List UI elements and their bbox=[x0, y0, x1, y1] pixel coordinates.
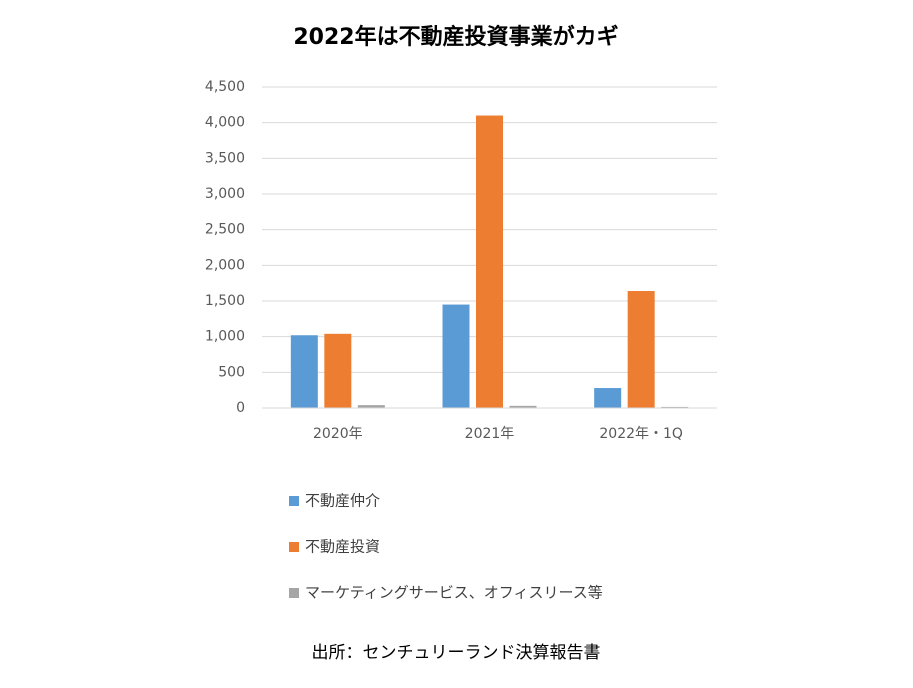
bar bbox=[627, 291, 655, 408]
legend-label: 不動産投資 bbox=[305, 538, 380, 556]
y-tick-label: 2,500 bbox=[205, 222, 245, 238]
y-tick-label: 3,000 bbox=[205, 186, 245, 202]
legend-label: 不動産仲介 bbox=[305, 492, 380, 510]
bar bbox=[290, 335, 318, 408]
bar bbox=[324, 333, 352, 408]
y-tick-label: 0 bbox=[236, 400, 245, 416]
bar bbox=[476, 115, 503, 409]
x-tick-label: 2021年 bbox=[465, 426, 515, 442]
y-tick-label: 3,500 bbox=[205, 150, 245, 166]
legend-swatch bbox=[289, 542, 299, 552]
bar bbox=[661, 406, 689, 408]
x-tick-label: 2020年 bbox=[313, 426, 363, 442]
bar bbox=[357, 405, 385, 408]
chart-title: 2022年は不動産投資事業がカギ bbox=[293, 24, 618, 50]
x-tick-label: 2022年・1Q bbox=[599, 426, 683, 442]
y-tick-label: 1,500 bbox=[205, 293, 245, 309]
y-tick-label: 1,000 bbox=[205, 329, 245, 345]
legend-swatch bbox=[289, 588, 299, 598]
bar bbox=[594, 388, 622, 408]
y-tick-label: 500 bbox=[218, 364, 245, 380]
y-tick-label: 2,000 bbox=[205, 257, 245, 273]
bar bbox=[442, 304, 470, 408]
y-tick-label: 4,000 bbox=[205, 115, 245, 131]
legend-label: マーケティングサービス、オフィスリース等 bbox=[305, 584, 603, 602]
y-tick-label: 4,500 bbox=[205, 79, 245, 95]
bar bbox=[509, 405, 537, 408]
legend-swatch bbox=[289, 496, 299, 506]
source-note: 出所：センチュリーランド決算報告書 bbox=[312, 643, 601, 663]
